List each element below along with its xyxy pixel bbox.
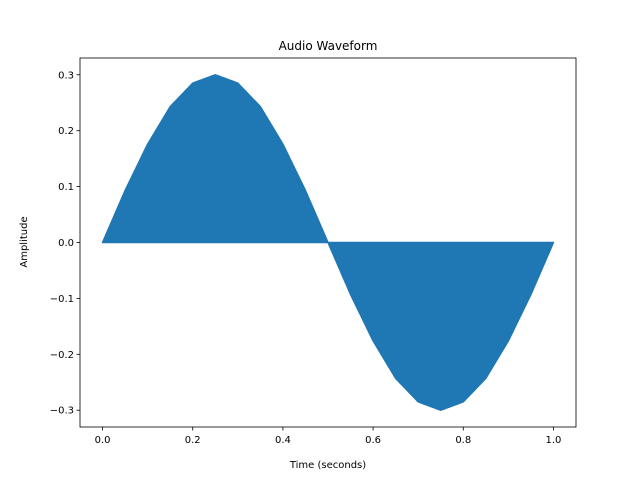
plot-area bbox=[101, 74, 555, 411]
chart-title: Audio Waveform bbox=[279, 39, 378, 53]
x-tick-label: 0.0 bbox=[95, 435, 111, 446]
waveform-area-series-0 bbox=[101, 74, 555, 411]
y-tick-label: 0.3 bbox=[58, 70, 74, 81]
y-tick-label: −0.3 bbox=[50, 406, 74, 417]
x-tick-label: 0.4 bbox=[275, 435, 291, 446]
x-axis-label: Time (seconds) bbox=[289, 460, 366, 471]
y-tick-label: −0.2 bbox=[50, 350, 74, 361]
y-tick-label: −0.1 bbox=[50, 294, 74, 305]
x-tick-label: 1.0 bbox=[546, 435, 562, 446]
x-axis: 0.0 0.2 0.4 0.6 0.8 1.0 bbox=[95, 427, 562, 446]
y-tick-label: 0.2 bbox=[58, 126, 74, 137]
x-tick-label: 0.8 bbox=[455, 435, 471, 446]
y-tick-label: 0.0 bbox=[58, 238, 74, 249]
x-tick-label: 0.2 bbox=[185, 435, 201, 446]
y-axis-label: Amplitude bbox=[19, 216, 30, 267]
y-tick-label: 0.1 bbox=[58, 182, 74, 193]
y-axis: −0.3 −0.2 −0.1 0.0 0.1 0.2 0.3 bbox=[50, 70, 80, 417]
x-tick-label: 0.6 bbox=[365, 435, 381, 446]
